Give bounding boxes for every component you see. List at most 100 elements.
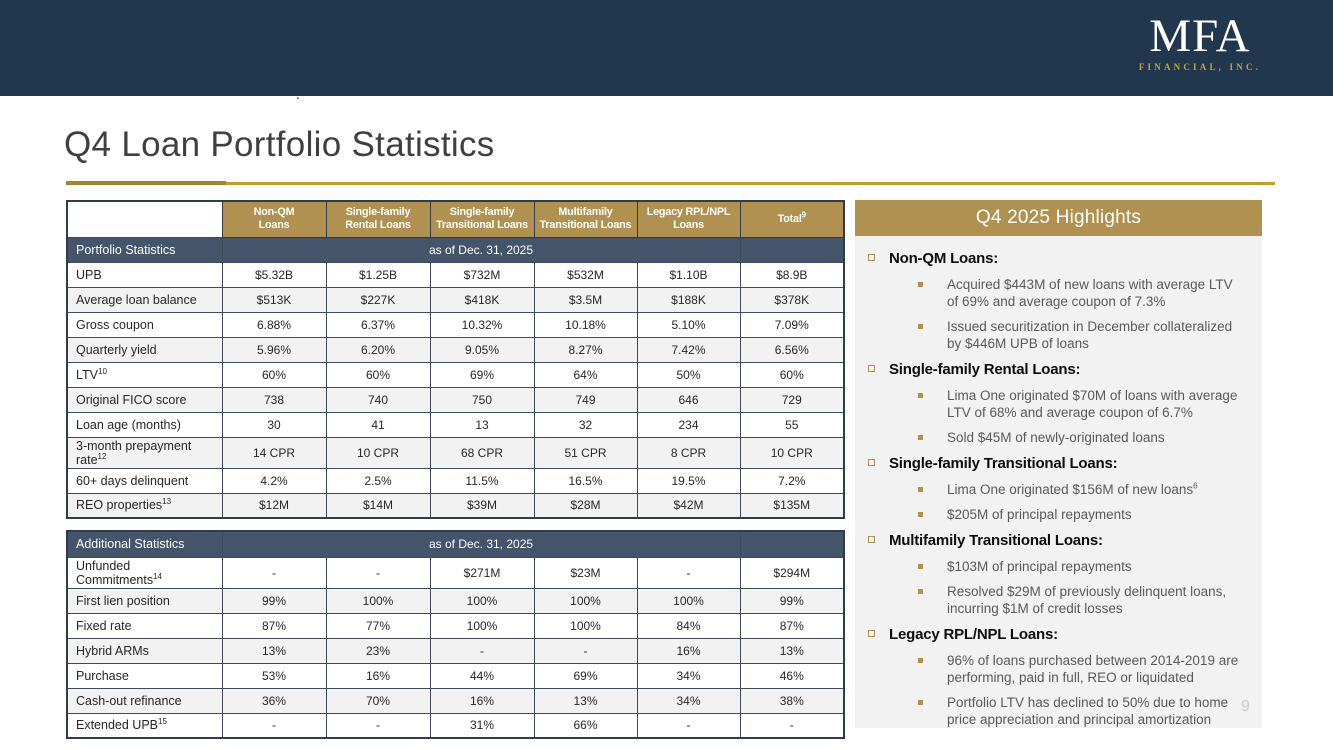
column-header: Legacy RPL/NPL Loans bbox=[636, 200, 741, 238]
cell-value: - bbox=[221, 712, 327, 739]
highlight-sub-bullet: Lima One originated $156M of new loans6 bbox=[855, 481, 1252, 498]
row-label: Cash-out refinance bbox=[66, 687, 223, 714]
cell-value: 50% bbox=[636, 361, 741, 388]
cell-value: 234 bbox=[636, 411, 741, 438]
cell-value: 77% bbox=[325, 612, 431, 639]
row-label: Hybrid ARMs bbox=[66, 637, 223, 664]
section-empty-cell bbox=[739, 530, 845, 558]
table-row: LTV10 60% 60% 69% 64% 50% 60% bbox=[66, 361, 845, 388]
cell-value: $28M bbox=[533, 492, 638, 519]
cell-value: - bbox=[739, 712, 845, 739]
table-row: Loan age (months) 30 41 13 32 234 55 bbox=[66, 411, 845, 438]
cell-value: 2.5% bbox=[325, 467, 431, 494]
row-label: Fixed rate bbox=[66, 612, 223, 639]
column-header-line: Multifamily bbox=[558, 206, 613, 219]
cell-value: 19.5% bbox=[636, 467, 741, 494]
cell-value: 60% bbox=[221, 361, 327, 388]
column-header: Single-family Transitional Loans bbox=[429, 200, 535, 238]
cell-value: 16% bbox=[325, 662, 431, 689]
highlight-sub-text: Acquired $443M of new loans with average… bbox=[947, 277, 1233, 309]
column-header-line: Total9 bbox=[777, 210, 806, 225]
cell-value: 6.56% bbox=[739, 336, 845, 363]
cell-value: 64% bbox=[533, 361, 638, 388]
cell-value: $732M bbox=[429, 261, 535, 288]
cell-value: 32 bbox=[533, 411, 638, 438]
cell-value: 36% bbox=[221, 687, 327, 714]
table-row: Gross coupon 6.88% 6.37% 10.32% 10.18% 5.10% 7… bbox=[66, 311, 845, 338]
highlight-sub-text: Lima One originated $156M of new loans6 bbox=[947, 481, 1198, 497]
cell-value: 8 CPR bbox=[636, 436, 741, 469]
table-row: First lien position 99% 100% 100% 100% 100% 99… bbox=[66, 587, 845, 614]
title-underline-dark-segment bbox=[66, 181, 226, 185]
row-label: 3-month prepayment rate12 bbox=[66, 436, 223, 469]
column-header-line: Loans bbox=[673, 219, 704, 232]
cell-value: 100% bbox=[429, 587, 535, 614]
cell-value: $39M bbox=[429, 492, 535, 519]
cell-value: 38% bbox=[739, 687, 845, 714]
table-row: Unfunded Commitments14- - $271M $23M - $294M bbox=[66, 556, 845, 589]
row-label: UPB bbox=[66, 261, 223, 288]
corner-cell bbox=[67, 201, 222, 237]
cell-value: $5.32B bbox=[221, 261, 327, 288]
highlight-sub-bullet: $205M of principal repayments bbox=[855, 506, 1252, 523]
cell-value: 11.5% bbox=[429, 467, 535, 494]
logo-wordmark: MFA bbox=[1149, 10, 1251, 62]
row-label: 60+ days delinquent bbox=[66, 467, 223, 494]
highlight-heading-item: Single-family Rental Loans: bbox=[855, 360, 1252, 379]
section-label: Portfolio Statistics bbox=[66, 236, 223, 263]
column-header-line: Transitional Loans bbox=[436, 219, 528, 232]
cell-value: 7.42% bbox=[636, 336, 741, 363]
cell-value: 729 bbox=[739, 386, 845, 413]
row-label: Quarterly yield bbox=[66, 336, 223, 363]
cell-value: 46% bbox=[739, 662, 845, 689]
cell-value: 84% bbox=[636, 612, 741, 639]
cell-value: 5.10% bbox=[636, 311, 741, 338]
cell-value: 6.20% bbox=[325, 336, 431, 363]
column-header: Non-QM Loans bbox=[221, 200, 327, 238]
highlight-heading: Single-family Rental Loans: bbox=[889, 361, 1081, 378]
cell-value: 738 bbox=[221, 386, 327, 413]
filled-square-bullet-icon bbox=[918, 487, 923, 492]
table-row: Hybrid ARMs 13% 23% - -16% 13% bbox=[66, 637, 845, 664]
table-row: Quarterly yield 5.96% 6.20% 9.05% 8.27% 7.42%… bbox=[66, 336, 845, 363]
highlight-sub-bullet: Issued securitization in December collat… bbox=[855, 318, 1252, 352]
cell-value: 750 bbox=[429, 386, 535, 413]
row-label: Purchase bbox=[66, 662, 223, 689]
cell-value: - bbox=[636, 556, 741, 589]
table-row: Purchase 53% 16% 44% 69% 34% 46% bbox=[66, 662, 845, 689]
cell-value: 16% bbox=[636, 637, 741, 664]
highlight-heading-item: Multifamily Transitional Loans: bbox=[855, 531, 1252, 550]
cell-value: 70% bbox=[325, 687, 431, 714]
cell-value: $42M bbox=[636, 492, 741, 519]
mfa-logo: MFA FINANCIAL, INC. bbox=[1125, 10, 1275, 72]
cell-value: 87% bbox=[221, 612, 327, 639]
hollow-square-bullet-icon bbox=[868, 536, 875, 543]
cell-value: $8.9B bbox=[739, 261, 845, 288]
row-label: First lien position bbox=[66, 587, 223, 614]
highlight-sub-text: $205M of principal repayments bbox=[947, 507, 1132, 522]
title-underline-light-segment bbox=[226, 182, 1275, 185]
cell-value: - bbox=[221, 556, 327, 589]
row-label: Original FICO score bbox=[66, 386, 223, 413]
cell-value: $378K bbox=[739, 286, 845, 313]
cell-value: 6.88% bbox=[221, 311, 327, 338]
highlight-sub-bullet: Lima One originated $70M of loans with a… bbox=[855, 387, 1252, 421]
hollow-square-bullet-icon bbox=[868, 365, 875, 372]
cell-value: 13% bbox=[221, 637, 327, 664]
cell-value: 51 CPR bbox=[533, 436, 638, 469]
cell-value: 7.09% bbox=[739, 311, 845, 338]
section-empty-cell bbox=[739, 236, 845, 263]
table-row: Original FICO score 738 740 750 749 646 729 bbox=[66, 386, 845, 413]
footnote-superscript: 9 bbox=[801, 210, 806, 220]
hollow-square-bullet-icon bbox=[868, 459, 875, 466]
table-row: REO properties13 $12M $14M $39M $28M $42M $135… bbox=[66, 492, 845, 519]
column-header-line: Single-family bbox=[345, 206, 411, 219]
highlight-sub-text: Portfolio LTV has declined to 50% due to… bbox=[947, 695, 1229, 727]
cell-value: 13% bbox=[533, 687, 638, 714]
cell-value: 68 CPR bbox=[429, 436, 535, 469]
cell-value: 13% bbox=[739, 637, 845, 664]
cell-value: 34% bbox=[636, 687, 741, 714]
cell-value: 100% bbox=[533, 587, 638, 614]
footnote-superscript: 13 bbox=[162, 497, 172, 507]
cell-value: 99% bbox=[739, 587, 845, 614]
